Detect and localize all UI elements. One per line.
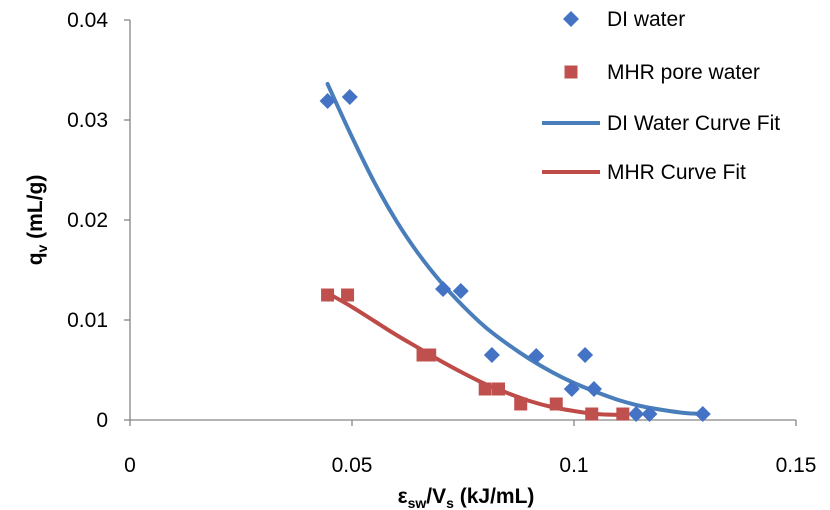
di-water-point bbox=[694, 406, 711, 422]
mhr-pore-water-point bbox=[616, 407, 630, 421]
y-tick-label: 0.03 bbox=[67, 109, 108, 132]
mhr-pore-water-point bbox=[321, 288, 335, 302]
mhr-pore-water-point bbox=[478, 382, 492, 396]
series-mhr-pore-water bbox=[321, 288, 630, 421]
legend-label: DI water bbox=[607, 8, 685, 31]
di-water-point bbox=[435, 281, 452, 297]
series-layer bbox=[319, 82, 711, 422]
legend-swatch bbox=[563, 11, 579, 27]
axes: 0 0.01 0.02 0.03 0.04 0 0.05 0.1 0.15 bbox=[67, 9, 816, 477]
y-tick-label: 0.04 bbox=[67, 9, 108, 32]
series-di-water-curve-fit bbox=[325, 82, 705, 416]
y-tick-label: 0.01 bbox=[67, 309, 108, 332]
legend-label: DI Water Curve Fit bbox=[607, 112, 780, 135]
x-tick-label: 0.15 bbox=[776, 454, 817, 477]
legend: DI water MHR pore water DI Water Curve Fit… bbox=[542, 8, 780, 184]
x-tick-label: 0.05 bbox=[332, 454, 373, 477]
mhr-curve-fit-line bbox=[325, 291, 625, 417]
x-tick-label: 0.1 bbox=[559, 454, 588, 477]
legend-label: MHR pore water bbox=[607, 61, 760, 84]
y-tick-label: 0 bbox=[96, 409, 108, 432]
di-water-curve-fit-line bbox=[325, 82, 705, 416]
legend-label: MHR Curve Fit bbox=[607, 161, 746, 184]
legend-item-mhr-pore-water: MHR pore water bbox=[564, 61, 760, 84]
di-water-point bbox=[319, 93, 336, 109]
mhr-pore-water-point bbox=[341, 288, 355, 302]
mhr-pore-water-point bbox=[514, 397, 528, 411]
di-water-point bbox=[528, 348, 545, 364]
x-tick-label: 0 bbox=[124, 454, 136, 477]
legend-swatch bbox=[564, 65, 578, 79]
di-water-point bbox=[452, 283, 469, 299]
legend-item-mhr-curve-fit: MHR Curve Fit bbox=[542, 161, 746, 184]
di-water-point bbox=[577, 347, 594, 363]
mhr-pore-water-point bbox=[423, 348, 437, 362]
series-mhr-curve-fit bbox=[325, 291, 625, 417]
di-water-point bbox=[563, 381, 580, 397]
di-water-point bbox=[628, 406, 645, 422]
y-tick-label: 0.02 bbox=[67, 209, 108, 232]
series-di-water bbox=[319, 89, 711, 422]
mhr-pore-water-point bbox=[549, 397, 563, 411]
mhr-pore-water-point bbox=[585, 407, 599, 421]
di-water-point bbox=[641, 406, 658, 422]
mhr-pore-water-point bbox=[492, 382, 506, 396]
legend-item-di-water-curve-fit: DI Water Curve Fit bbox=[542, 112, 780, 135]
di-water-point bbox=[483, 347, 500, 363]
di-water-point bbox=[585, 381, 602, 397]
x-axis-title: εsw/Vs (kJ/mL) bbox=[398, 485, 535, 510]
y-axis-title: qv (mL/g) bbox=[24, 175, 50, 266]
di-water-point bbox=[341, 89, 358, 105]
legend-item-di-water: DI water bbox=[563, 8, 685, 31]
